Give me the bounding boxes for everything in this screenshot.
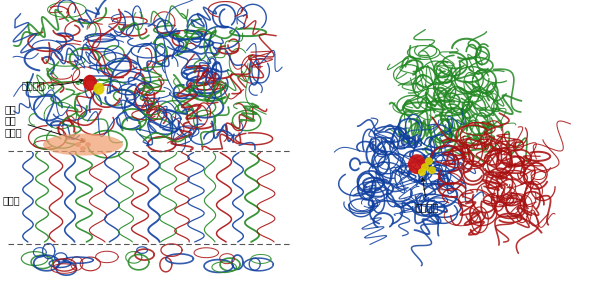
Ellipse shape bbox=[94, 83, 104, 95]
Ellipse shape bbox=[421, 163, 429, 171]
Ellipse shape bbox=[83, 75, 97, 91]
Ellipse shape bbox=[80, 146, 86, 151]
Text: 薬剤
取り
込み口: 薬剤 取り 込み口 bbox=[5, 104, 84, 142]
Text: 薬剤分子: 薬剤分子 bbox=[22, 79, 83, 90]
Text: 薬剤分子: 薬剤分子 bbox=[415, 178, 439, 212]
Ellipse shape bbox=[75, 142, 81, 147]
Text: 細脹膜: 細脹膜 bbox=[3, 195, 20, 205]
Ellipse shape bbox=[428, 166, 436, 174]
Ellipse shape bbox=[85, 142, 91, 147]
Ellipse shape bbox=[408, 154, 426, 174]
Ellipse shape bbox=[418, 168, 426, 176]
Ellipse shape bbox=[425, 157, 433, 165]
Ellipse shape bbox=[80, 138, 86, 143]
Ellipse shape bbox=[43, 134, 123, 156]
